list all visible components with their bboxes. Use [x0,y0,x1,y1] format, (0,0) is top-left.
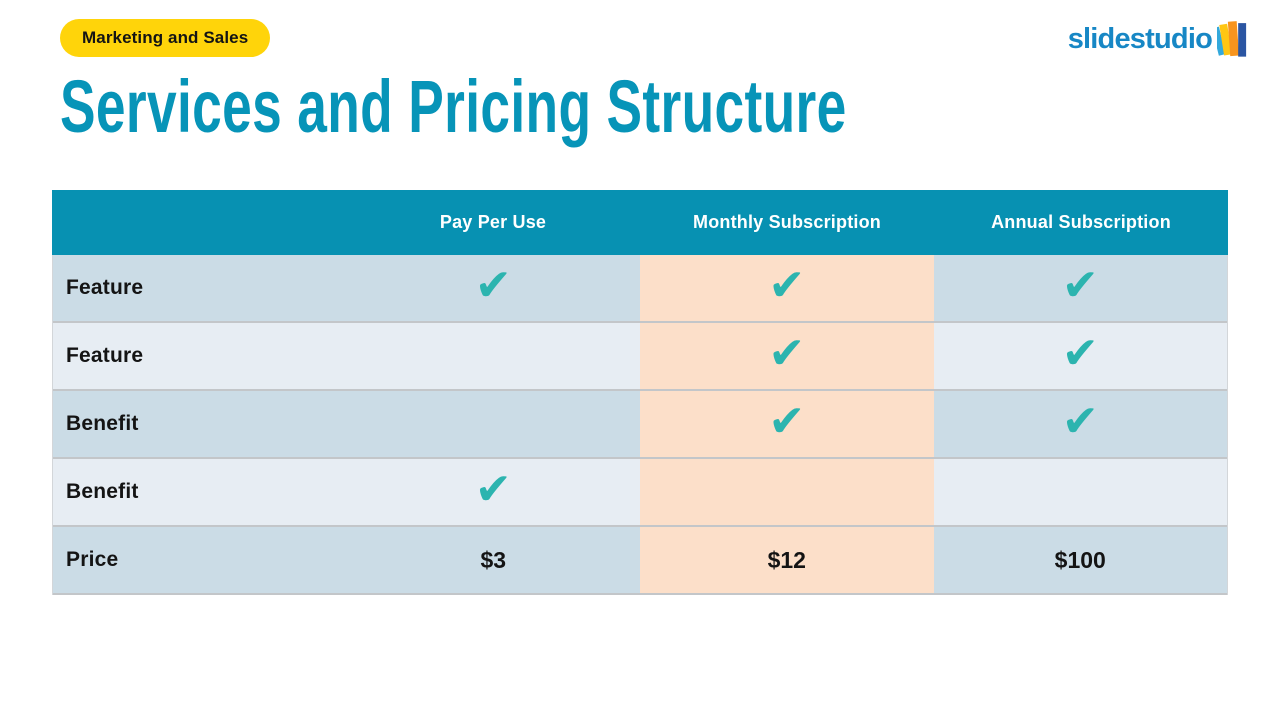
category-badge: Marketing and Sales [60,19,271,57]
logo-pages-icon [1217,21,1247,57]
value-cell: ✔ [933,323,1227,389]
value-cell: ✔ [346,459,640,525]
page-title: Services and Pricing Structure [60,65,847,148]
logo-wordmark: slidestudio [1067,22,1213,55]
column-header-empty [52,190,346,255]
logo-bar-orange [1227,21,1240,57]
value-cell: ✔ [640,323,934,389]
value-cell: ✔ [933,255,1227,321]
check-icon: ✔ [768,260,806,311]
slidestudio-logo: slidestudio [1068,18,1247,60]
check-icon: ✔ [1061,396,1099,447]
value-cell: ✔ [933,391,1227,457]
row-label: Benefit [53,459,347,525]
table-row-feature-2: Feature ✔ ✔ [53,323,1227,391]
logo-bar-lightblue [1217,26,1226,56]
value-cell: ✔ [640,255,934,321]
check-icon: ✔ [474,464,512,515]
check-icon: ✔ [768,328,806,379]
row-label: Benefit [53,391,347,457]
value-cell: ✔ [346,255,640,321]
pricing-table: Pay Per Use Monthly Subscription Annual Su… [52,190,1228,595]
table-row-benefit-4: Benefit ✔ [53,459,1227,527]
price-cell: $12 [640,527,934,593]
empty-cell [346,323,640,389]
check-icon: ✔ [1061,328,1099,379]
value-cell: ✔ [640,391,934,457]
column-header-pay-per-use: Pay Per Use [439,212,547,232]
empty-cell [933,459,1227,525]
category-badge-label: Marketing and Sales [82,28,249,47]
empty-cell [346,391,640,457]
check-icon: ✔ [1061,260,1099,311]
column-header-monthly-subscription: Monthly Subscription [693,212,881,232]
price-cell: $100 [933,527,1227,593]
logo-bar-darkblue [1238,23,1247,57]
price-cell: $3 [346,527,640,593]
empty-cell [640,459,934,525]
column-header-annual-subscription: Annual Subscription [991,212,1171,232]
logo-bar-yellow [1219,23,1232,56]
row-label: Feature [53,323,347,389]
row-label: Feature [53,255,347,321]
check-icon: ✔ [768,396,806,447]
table-header-row: Pay Per Use Monthly Subscription Annual Su… [52,190,1228,255]
table-row-benefit-3: Benefit ✔ ✔ [53,391,1227,459]
table-row-price-5: Price $3 $12 $100 [53,527,1227,595]
table-body: Feature ✔ ✔ ✔ Feature ✔ ✔ Benefit ✔ ✔ Benefit ✔ Pric… [52,255,1228,595]
check-icon: ✔ [474,260,512,311]
row-label: Price [53,527,347,593]
table-row-feature-1: Feature ✔ ✔ ✔ [53,255,1227,323]
